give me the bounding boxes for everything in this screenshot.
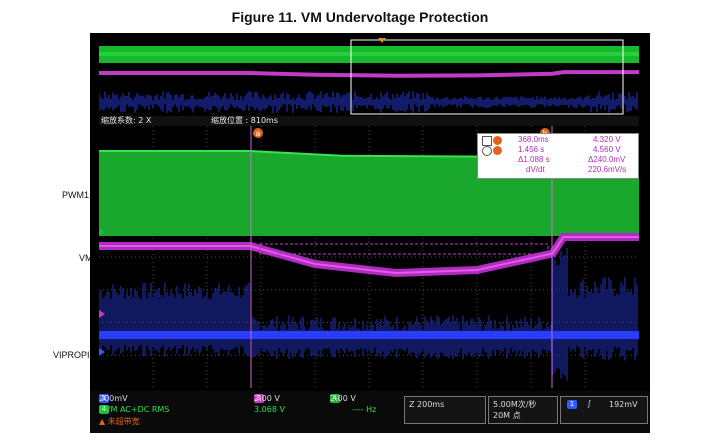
vipropi-trace-core xyxy=(99,331,639,339)
vm-trace-core xyxy=(99,236,639,275)
zoom-window-box xyxy=(350,39,624,115)
cursor-b-value: 4.560 V xyxy=(593,145,621,154)
ch1-ground-marker xyxy=(99,348,105,356)
dvm-chip: 4 xyxy=(99,405,109,414)
ch4-ground-marker xyxy=(99,228,105,236)
overview-trigger-marker xyxy=(378,38,386,43)
cursor-b-chip xyxy=(493,146,502,155)
ch3-scale-value: 2.00 V xyxy=(254,394,280,403)
channel-label-pwm1: PWM1 xyxy=(62,190,89,200)
cursor-a-checkbox[interactable] xyxy=(482,136,492,146)
cursor-a-value: 4.320 V xyxy=(593,135,621,144)
overview-vipropi-trace xyxy=(98,91,638,113)
dvm-bandwidth-note: ▲ 未超带宽 xyxy=(99,417,140,426)
acquisition-box[interactable]: 5.00M次/秒 20M 点 xyxy=(488,396,558,424)
cursor-delta-time: Δ1.088 s xyxy=(518,155,550,164)
main-waveforms: a b xyxy=(98,126,639,388)
cursor-a-label: a xyxy=(256,129,261,138)
cursor-b-time: 1.456 s xyxy=(518,145,545,154)
status-bar: 1 200mV 3 2.00 V 4 2.00 V 4 DVM AC+DC RMS 3.… xyxy=(90,391,650,433)
cursor-b-radio[interactable] xyxy=(482,146,492,156)
cursor-delta-value: Δ240.0mV xyxy=(588,155,626,164)
cursor-readout: 368.0ms 4.320 V 1.456 s 4.560 V Δ1.088 s… xyxy=(477,133,639,179)
zoom-position: 缩放位置 : 810ms xyxy=(211,116,279,125)
trigger-box[interactable]: 1 ∫ 192mV xyxy=(560,396,648,424)
overview-vm-trace xyxy=(99,70,639,78)
figure-title: Figure 11. VM Undervoltage Protection xyxy=(231,9,489,25)
timebase-value: Z 200ms xyxy=(409,400,445,409)
cursor-a-time: 368.0ms xyxy=(518,135,549,144)
dvm-frequency: ---- Hz xyxy=(352,405,377,414)
record-length: 20M 点 xyxy=(493,411,521,420)
overview-waveforms xyxy=(98,38,639,115)
zoom-factor: 缩放系数: 2 X xyxy=(101,116,152,125)
ch3-ground-marker xyxy=(99,310,105,318)
vm-measure-box xyxy=(259,243,549,255)
sample-rate: 5.00M次/秒 xyxy=(493,400,537,409)
channel-label-vm: VM xyxy=(79,253,93,263)
cursor-slope-value: 220.6mV/s xyxy=(588,165,627,174)
cursor-a-chip xyxy=(493,136,502,145)
trigger-level: 192mV xyxy=(609,400,638,409)
trigger-chip: 1 xyxy=(567,400,577,409)
zoom-info-bar: 缩放系数: 2 X 缩放位置 : 810ms xyxy=(99,116,639,126)
oscilloscope-screen: 缩放系数: 2 X 缩放位置 : 810ms a b xyxy=(90,33,650,433)
timebase-box[interactable]: Z 200ms xyxy=(404,396,486,424)
overview-window xyxy=(98,38,639,116)
ch4-chip: 4 xyxy=(330,394,340,403)
ch4-scale-value: 2.00 V xyxy=(330,394,356,403)
cursor-slope-label: dV/dt xyxy=(526,165,545,174)
ch3-chip: 3 xyxy=(254,394,264,403)
ch1-scale-value: 200mV xyxy=(99,394,128,403)
dvm-value: 3.068 V xyxy=(254,405,285,414)
dvm-label: DVM AC+DC RMS xyxy=(99,405,170,414)
main-waveform-display: a b 368.0ms 4.320 V 1.456 s 4.560 V Δ1.0… xyxy=(98,126,639,388)
overview-pwm1-center xyxy=(99,52,639,56)
vipropi-trace xyxy=(98,247,638,381)
ch1-chip: 1 xyxy=(99,394,109,403)
trigger-slope-icon: ∫ xyxy=(587,399,592,408)
channel-label-vipropi: VIPROPI xyxy=(53,350,90,360)
cursor-a-marker[interactable] xyxy=(253,128,263,138)
